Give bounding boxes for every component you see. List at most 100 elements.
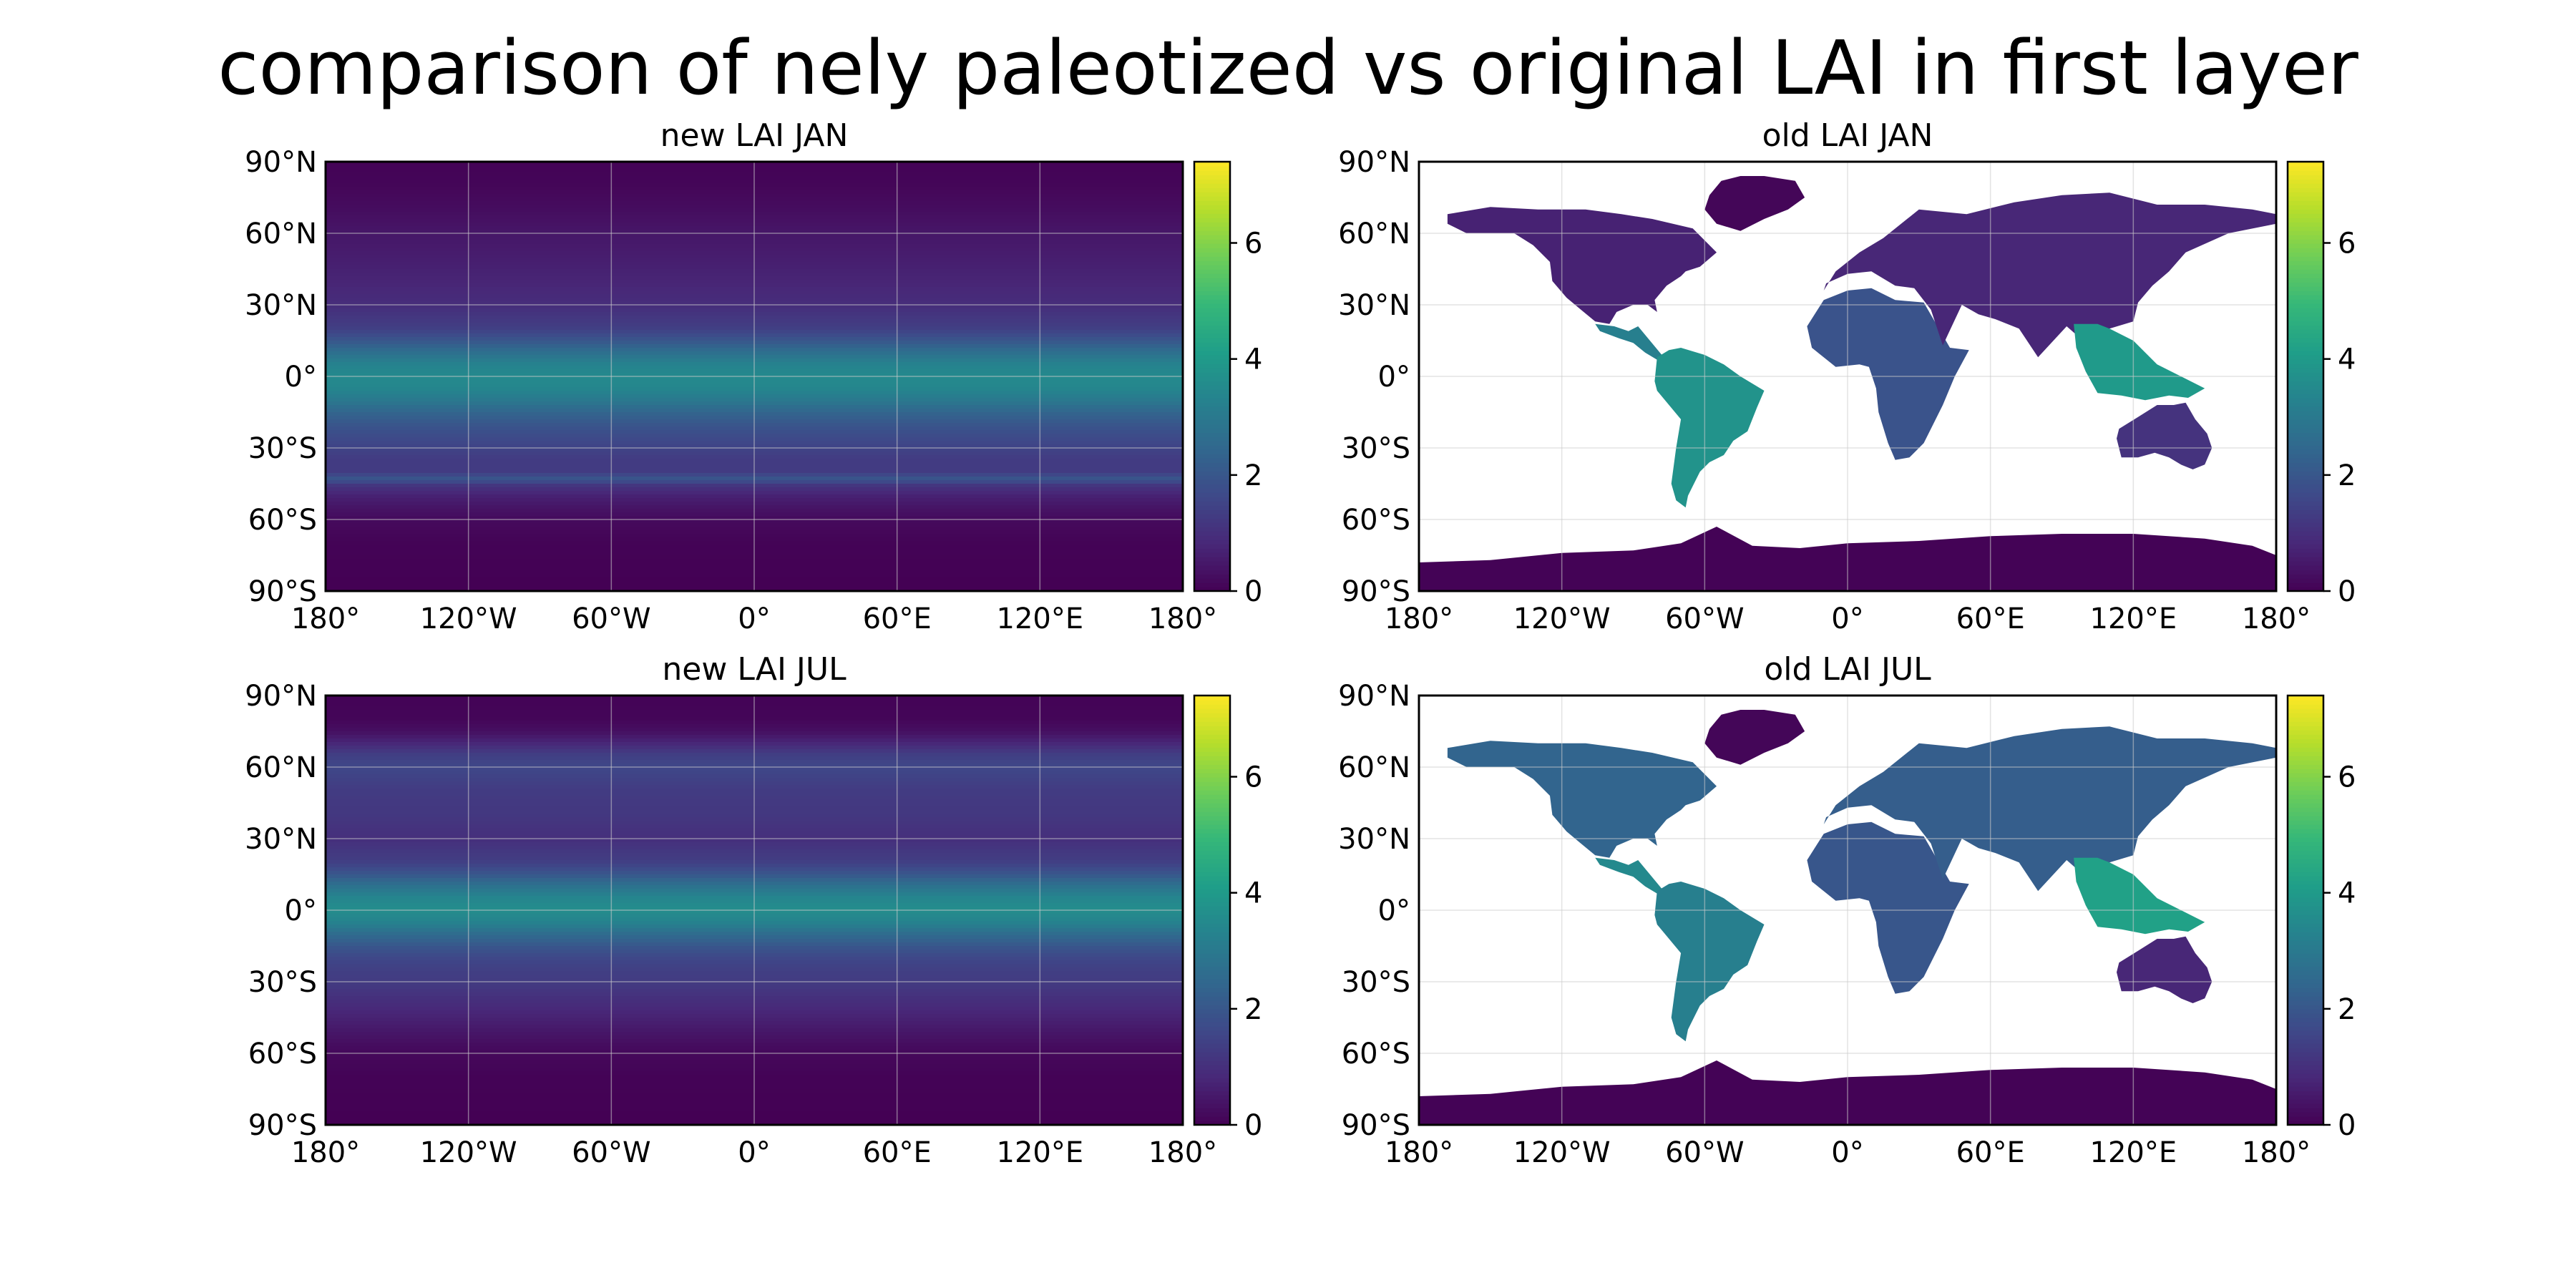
colorbar-step	[1194, 816, 1230, 821]
colorbar-step	[1194, 170, 1230, 175]
colorbar-step	[2288, 1086, 2323, 1091]
y-tick-label: 30°N	[1338, 289, 1410, 322]
colorbar-step	[2288, 415, 2323, 420]
land-region	[1704, 710, 1805, 765]
colorbar-step	[1194, 970, 1230, 975]
colorbar-step	[1194, 803, 1230, 808]
colorbar-step	[2288, 936, 2323, 941]
colorbar-step	[2288, 578, 2323, 583]
colorbar-step	[2288, 162, 2323, 167]
colorbar-step	[2288, 385, 2323, 390]
colorbar-step	[1194, 897, 1230, 902]
colorbar-tick-label: 6	[2338, 228, 2356, 260]
colorbar-tick-label: 2	[1244, 993, 1262, 1026]
colorbar-step	[2288, 906, 2323, 911]
colorbar-step	[1194, 704, 1230, 709]
colorbar-step	[2288, 316, 2323, 321]
colorbar-step	[1194, 351, 1230, 356]
colorbar-step	[2288, 329, 2323, 334]
x-tick-label: 60°W	[572, 602, 650, 635]
colorbar-step	[1194, 372, 1230, 377]
colorbar-step	[2288, 222, 2323, 227]
colorbar-step	[2288, 872, 2323, 877]
colorbar-step	[2288, 1099, 2323, 1104]
colorbar-step	[2288, 402, 2323, 407]
colorbar-step	[2288, 196, 2323, 201]
colorbar-step	[1194, 522, 1230, 527]
colorbar-step	[1194, 756, 1230, 761]
colorbar-step	[1194, 932, 1230, 937]
colorbar-step	[2288, 1030, 2323, 1035]
colorbar-step	[1194, 432, 1230, 437]
land-region	[2117, 402, 2212, 469]
colorbar-step	[2288, 880, 2323, 885]
colorbar-step	[2288, 700, 2323, 705]
colorbar-step	[2288, 445, 2323, 450]
colorbar: 0 2 4 6	[1193, 694, 1262, 1142]
colorbar-step	[1194, 230, 1230, 235]
colorbar-step	[2288, 269, 2323, 274]
colorbar-step	[2288, 449, 2323, 454]
colorbar-step	[1194, 540, 1230, 545]
colorbar-step	[2288, 1095, 2323, 1100]
x-tick-label: 180°	[1148, 602, 1217, 635]
colorbar-step	[1194, 1086, 1230, 1091]
colorbar-step	[1194, 1048, 1230, 1053]
colorbar-step	[2288, 557, 2323, 562]
colorbar-step	[1194, 820, 1230, 825]
colorbar-step	[1194, 303, 1230, 308]
colorbar-step	[2288, 790, 2323, 795]
colorbar-step	[2288, 355, 2323, 360]
colorbar-step	[1194, 312, 1230, 317]
colorbar-step	[1194, 475, 1230, 480]
colorbar-step	[1194, 183, 1230, 188]
colorbar-step	[2288, 1078, 2323, 1083]
colorbar-step	[1194, 717, 1230, 722]
colorbar-step	[2288, 359, 2323, 364]
colorbar-step	[2288, 179, 2323, 184]
colorbar-step	[1194, 574, 1230, 579]
colorbar-step	[1194, 411, 1230, 416]
x-tick-label: 180°	[1148, 1136, 1217, 1169]
colorbar-step	[2288, 769, 2323, 774]
colorbar-frame	[2286, 160, 2325, 592]
colorbar-step	[2288, 175, 2323, 180]
colorbar-step	[2288, 505, 2323, 510]
colorbar-step	[2288, 923, 2323, 928]
colorbar-step	[2288, 226, 2323, 231]
colorbar-step	[2288, 884, 2323, 889]
colorbar-step	[2288, 829, 2323, 834]
colorbar-step	[1194, 587, 1230, 592]
colorbar-step	[2288, 389, 2323, 394]
colorbar-tick-label: 0	[2338, 575, 2356, 608]
colorbar-step	[1194, 983, 1230, 988]
colorbar-step	[1194, 811, 1230, 816]
colorbar-step	[2288, 756, 2323, 761]
colorbar-step	[1194, 376, 1230, 381]
colorbar-step	[2288, 587, 2323, 592]
figure-title: comparison of nely paleotized vs origina…	[218, 24, 2358, 112]
colorbar-step	[1194, 1091, 1230, 1096]
y-tick-label: 90°N	[245, 680, 317, 713]
colorbar-step	[2288, 1039, 2323, 1044]
colorbar-step	[1194, 527, 1230, 532]
colorbar-step	[1194, 1013, 1230, 1018]
colorbar-step	[2288, 696, 2323, 701]
colorbar-step	[2288, 239, 2323, 244]
colorbar-step	[1194, 949, 1230, 954]
colorbar-step	[1194, 458, 1230, 463]
colorbar-step	[2288, 1005, 2323, 1010]
colorbar-step	[2288, 1043, 2323, 1048]
colorbar-step	[1194, 867, 1230, 872]
colorbar-step	[1194, 582, 1230, 587]
colorbar-step	[2288, 278, 2323, 283]
colorbar-tick-label: 6	[2338, 761, 2356, 794]
colorbar-step	[2288, 436, 2323, 441]
x-tick-label: 0°	[738, 602, 770, 635]
colorbar: 0 2 4 6	[2286, 694, 2356, 1142]
colorbar-step	[1194, 467, 1230, 472]
colorbar-step	[2288, 286, 2323, 291]
colorbar-step	[2288, 299, 2323, 304]
